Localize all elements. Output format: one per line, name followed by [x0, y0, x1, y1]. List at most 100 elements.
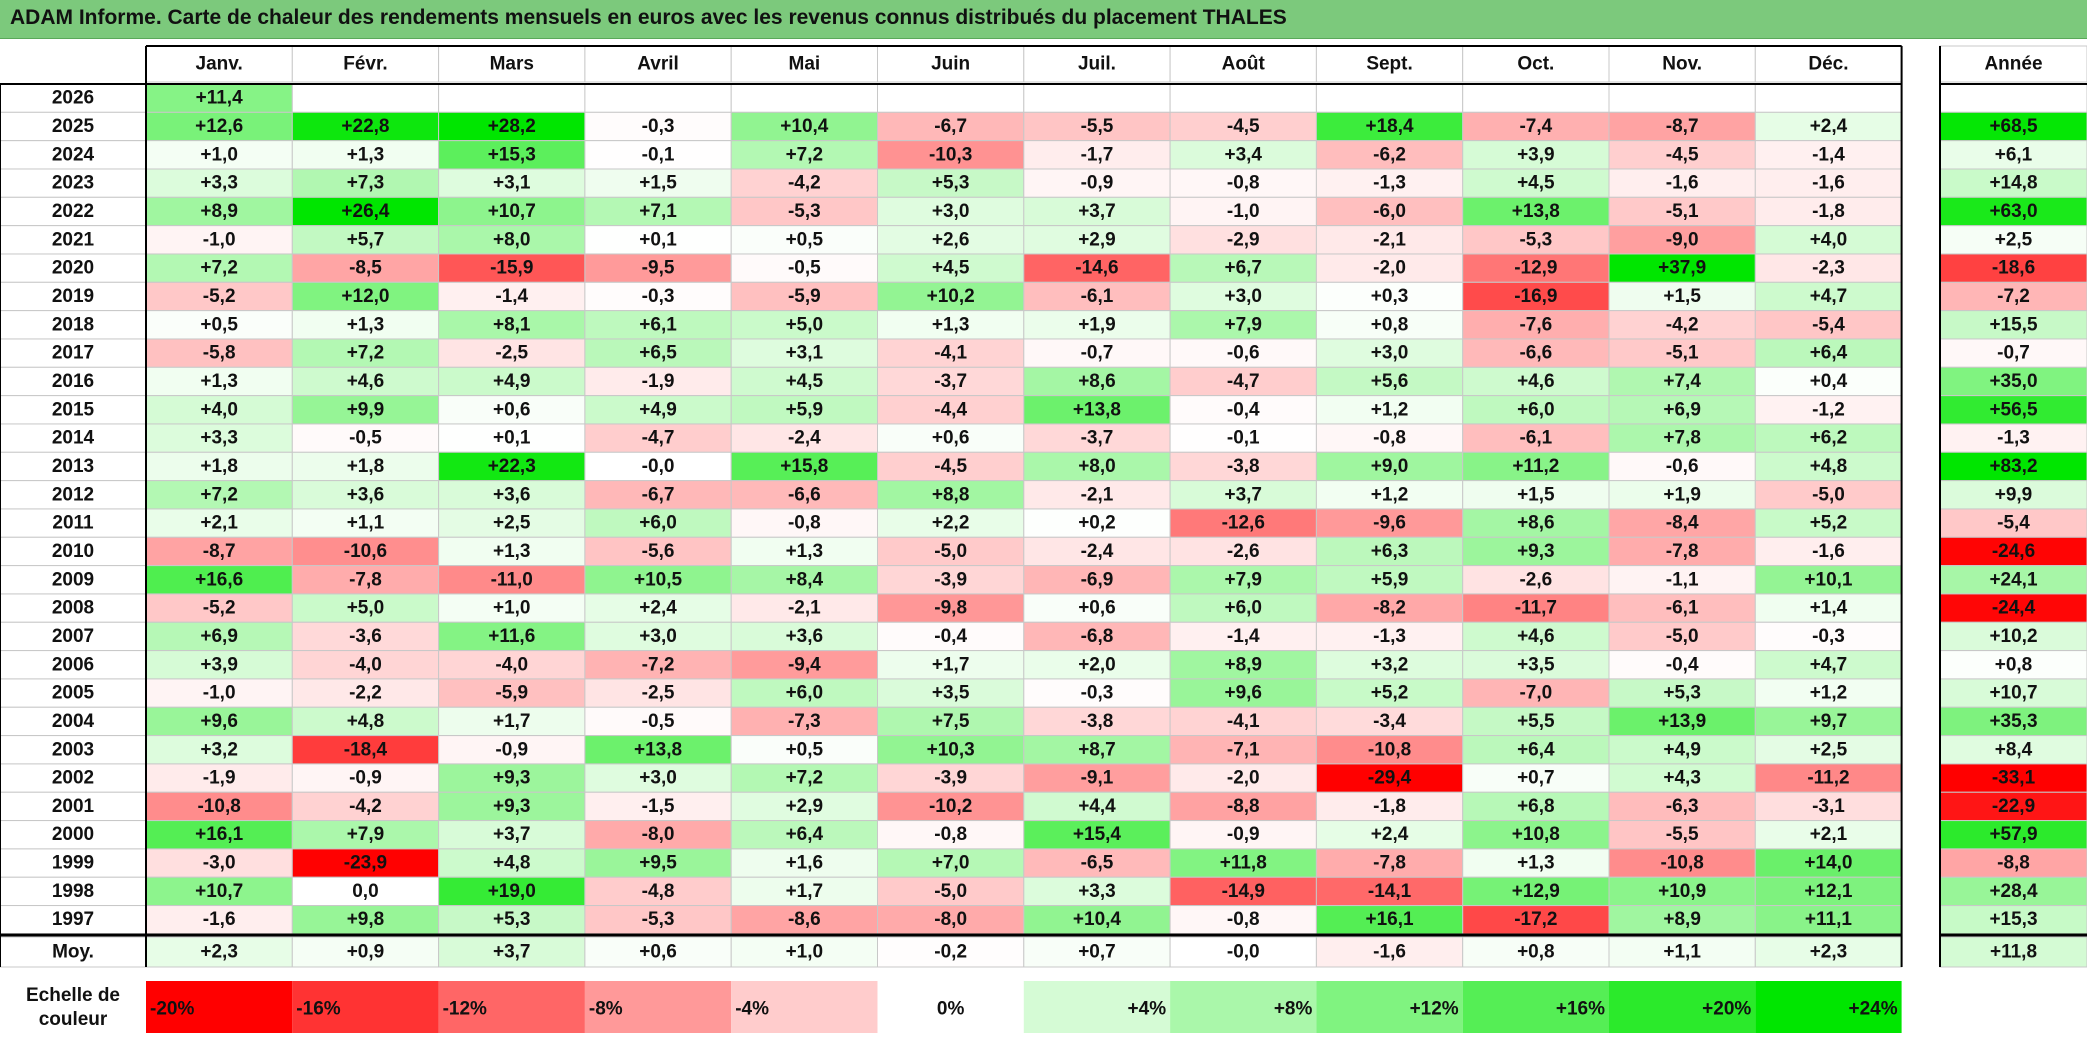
heatmap-cell-value: -5,3: [642, 909, 675, 930]
heatmap-cell-value: -5,4: [1812, 314, 1845, 335]
heatmap-cell: [291, 168, 440, 198]
heatmap-cell: [1462, 678, 1610, 708]
heatmap-cell-value: +6,4: [1517, 739, 1555, 760]
heatmap-cell-value: +3,0: [1371, 343, 1409, 364]
heatmap-cell-value: +13,8: [1512, 201, 1560, 222]
heatmap-cell-value: +4,5: [932, 258, 970, 279]
heatmap-cell: [1462, 196, 1610, 227]
heatmap-cell-value: -1,6: [1812, 541, 1845, 562]
heatmap-cell-value: -2,5: [495, 343, 528, 364]
heatmap-cell: [291, 508, 440, 538]
heatmap-cell: [1608, 905, 1756, 935]
heatmap-cell-value: -6,5: [1081, 853, 1114, 874]
heatmap-cell-value: -3,9: [934, 768, 967, 789]
row-year-label: 2016: [52, 371, 94, 392]
heatmap-cell: [730, 423, 879, 453]
row-year-label: 2006: [52, 654, 94, 675]
heatmap-cell: [1315, 791, 1464, 822]
heatmap-cell: [1315, 735, 1464, 765]
heatmap-cell-value: +5,9: [1371, 569, 1409, 590]
month-header-label: Avril: [637, 54, 679, 75]
row-year-label: 2002: [52, 768, 94, 789]
heatmap-cell-value: -4,4: [934, 399, 967, 420]
heatmap-cell-value: +1,1: [347, 513, 385, 534]
heatmap-cell-value: +1,9: [1663, 484, 1701, 505]
heatmap-cell: [291, 706, 440, 737]
average-cell-value: +3,7: [493, 942, 531, 963]
heatmap-cell: [438, 848, 586, 878]
heatmap-cell-value: +10,4: [780, 116, 829, 137]
average-cell-value: +1,0: [786, 942, 824, 963]
heatmap-cell: [877, 763, 1025, 793]
heatmap-cell-value: -5,3: [1519, 229, 1552, 250]
heatmap-cell-value: -4,2: [788, 173, 821, 194]
heatmap-cell-value: +8,6: [1078, 371, 1116, 392]
heatmap-cell-value: -6,3: [1666, 796, 1699, 817]
heatmap-cell: [1608, 196, 1756, 227]
heatmap-cell: [584, 281, 732, 312]
heatmap-cell-value: +3,0: [639, 626, 677, 647]
heatmap-cell: [877, 168, 1025, 198]
heatmap-cell: [1608, 83, 1756, 113]
heatmap-cell-value: +5,3: [932, 173, 970, 194]
heatmap-cell-value: -1,0: [203, 229, 236, 250]
heatmap-cell: [1754, 366, 1903, 397]
heatmap-cell-value: +2,1: [1810, 824, 1848, 845]
heatmap-cell-value: +6,9: [200, 626, 238, 647]
heatmap-cell-value: -12,9: [1514, 258, 1557, 279]
heatmap-cell-value: -0,8: [1373, 428, 1406, 449]
heatmap-cell: [438, 508, 586, 538]
heatmap-cell-value: +7,1: [639, 201, 677, 222]
row-year-label: 2007: [52, 626, 94, 647]
heatmap-cell-value: +2,9: [786, 796, 824, 817]
heatmap-cell-value: -10,2: [929, 796, 972, 817]
heatmap-cell-value: +10,5: [634, 569, 683, 590]
heatmap-cell-value: -0,9: [349, 768, 382, 789]
heatmap-cell-value: +5,5: [1517, 711, 1555, 732]
heatmap-cell-value: -12,6: [1222, 513, 1265, 534]
heatmap-cell-value: +3,6: [493, 484, 531, 505]
month-header-cell: [1023, 45, 1171, 83]
heatmap-cell: [1315, 83, 1464, 113]
heatmap-cell-value: +5,7: [347, 229, 385, 250]
heatmap-cell-value: +4,8: [1810, 456, 1848, 477]
heatmap-cell: [730, 451, 879, 482]
heatmap-cell-value: -10,8: [197, 796, 240, 817]
heatmap-cell-value: +5,6: [1371, 371, 1409, 392]
heatmap-cell: [1315, 111, 1464, 142]
annual-cell-value: +28,4: [1989, 881, 2038, 902]
heatmap-cell-value: +4,9: [1663, 739, 1701, 760]
heatmap-cell-value: +0,1: [639, 229, 677, 250]
heatmap-cell-value: +3,9: [1517, 144, 1555, 165]
row-year-label: 2022: [52, 201, 94, 222]
heatmap-cell: [584, 140, 732, 170]
title-bar: ADAM Informe. Carte de chaleur des rende…: [0, 0, 2087, 39]
heatmap-cell: [438, 536, 586, 567]
heatmap-cell: [145, 196, 293, 227]
annual-cell-value: -24,4: [1992, 598, 2036, 619]
heatmap-cell: [730, 791, 879, 822]
heatmap-cell-value: -2,1: [1081, 484, 1114, 505]
heatmap-cell-value: -0,9: [1227, 824, 1260, 845]
heatmap-cell: [145, 366, 293, 397]
month-header-label: Juil.: [1078, 54, 1116, 75]
heatmap-cell: [1023, 423, 1171, 453]
scale-tick-label: -4%: [735, 999, 769, 1020]
heatmap-cell-value: +3,3: [1078, 881, 1116, 902]
heatmap-cell: [1608, 621, 1756, 652]
average-cell-value: -1,6: [1373, 942, 1406, 963]
row-year-label: 2023: [52, 173, 94, 194]
heatmap-cell-value: -1,3: [1373, 626, 1406, 647]
annual-cell: [1939, 83, 2087, 113]
heatmap-cell-value: +2,9: [1078, 229, 1116, 250]
heatmap-cell-value: +9,3: [493, 796, 531, 817]
row-year-label: 2001: [52, 796, 95, 817]
scale-swatch: [731, 981, 878, 1033]
average-cell: [1462, 936, 1610, 968]
row-year-label: 1998: [52, 881, 94, 902]
heatmap-cell: [291, 593, 440, 623]
heatmap-cell-value: -0,4: [934, 626, 967, 647]
heatmap-cell: [584, 876, 732, 907]
row-year-label: 2026: [52, 88, 94, 109]
annual-cell: [1939, 451, 2087, 482]
